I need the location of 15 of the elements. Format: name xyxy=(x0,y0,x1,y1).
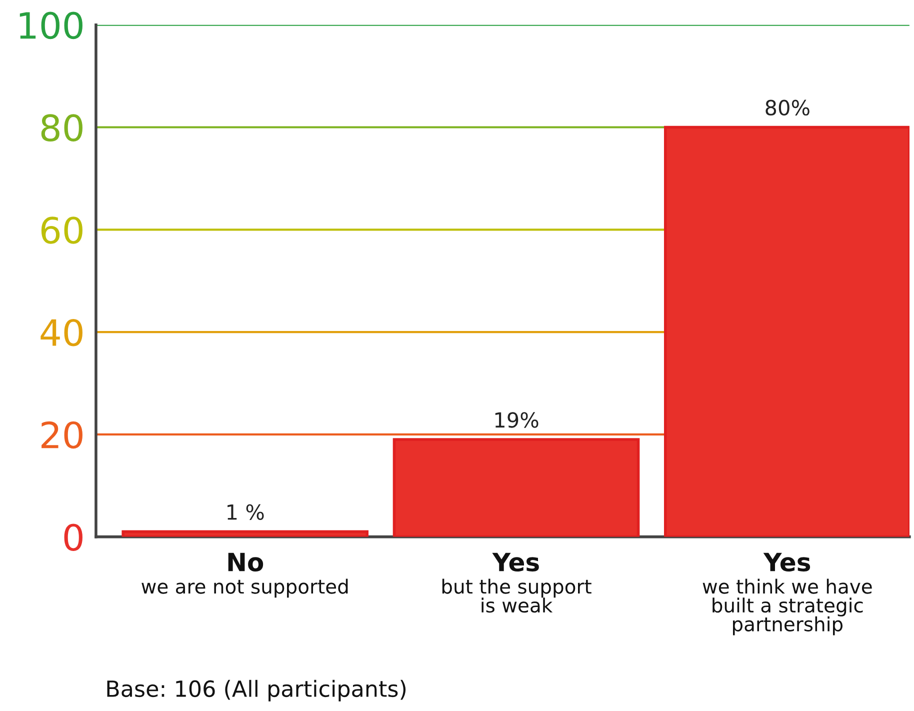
bar xyxy=(122,530,369,537)
y-tick-label: 80 xyxy=(41,114,82,142)
text: Base: 106 (All participants) xyxy=(107,680,406,702)
bar xyxy=(392,438,640,537)
x-tick-label: No we are not supported xyxy=(142,552,348,598)
data-label: 1 % xyxy=(228,504,264,520)
data-label: 80% xyxy=(766,100,810,116)
y-tick-label: 20 xyxy=(42,421,82,449)
x-tick-label: Yes but the support is weak xyxy=(442,552,592,613)
y-tick-label: 40 xyxy=(40,318,82,346)
y-tick-label: 0 xyxy=(64,524,82,552)
y-tick-label: 60 xyxy=(41,216,82,244)
x-tick-label: Yes we think we have built a strategic partnership xyxy=(702,552,872,636)
data-label: 19% xyxy=(495,412,538,428)
y-tick-label: 100 xyxy=(20,12,82,40)
